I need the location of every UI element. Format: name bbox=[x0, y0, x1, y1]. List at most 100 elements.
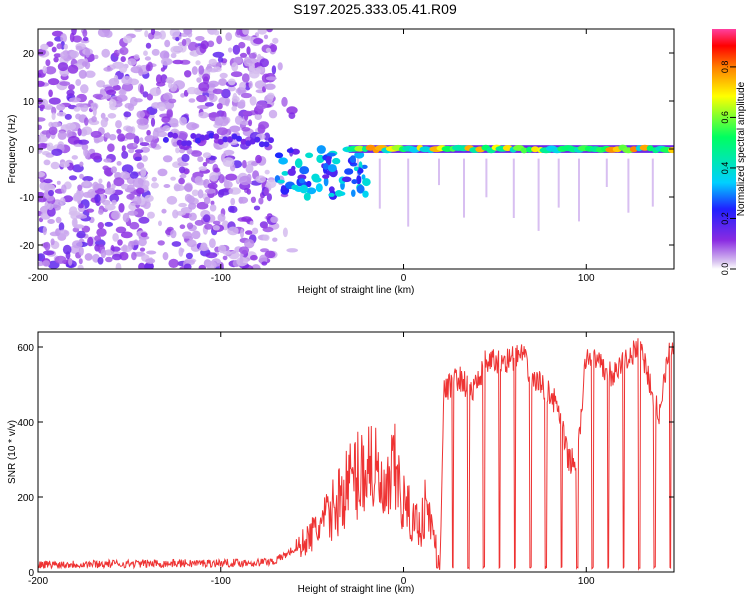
spectrogram-noise-blob bbox=[98, 209, 104, 215]
spectrogram-noise-blob bbox=[46, 142, 54, 150]
spectrogram-noise-blob bbox=[165, 77, 175, 84]
spectrogram-noise-blob bbox=[61, 184, 67, 194]
spectrogram-noise-blob bbox=[184, 70, 192, 78]
spectrogram-noise-blob bbox=[97, 222, 105, 229]
spectrogram-noise-blob bbox=[260, 248, 269, 253]
spectrogram-noise-blob bbox=[129, 171, 139, 179]
spectrogram-ridge-blob bbox=[185, 140, 192, 147]
spectrogram-cluster-blob bbox=[341, 176, 352, 183]
spectrogram-noise-blob bbox=[159, 50, 170, 60]
spectrogram-noise-blob bbox=[158, 220, 162, 227]
spectrogram-cluster-blob bbox=[351, 189, 356, 197]
spectrogram-noise-blob bbox=[207, 40, 215, 48]
spectrogram-ridge-blob bbox=[531, 146, 540, 153]
spectrogram-cluster-blob bbox=[332, 157, 341, 165]
spectrogram-noise-blob bbox=[101, 48, 110, 58]
spectrogram-noise-blob bbox=[208, 58, 217, 66]
spectrogram-streak bbox=[438, 158, 440, 186]
spectrogram-noise-blob bbox=[258, 121, 270, 130]
spectrogram-noise-blob bbox=[244, 36, 256, 41]
spectrogram-noise-blob bbox=[136, 117, 149, 126]
spectrogram-noise-blob bbox=[188, 212, 197, 221]
spectrogram-noise bbox=[38, 29, 654, 269]
spectrogram-cluster-blob bbox=[316, 145, 326, 154]
spectrogram-noise-blob bbox=[105, 256, 113, 263]
spectrogram-noise-blob bbox=[177, 162, 189, 167]
spectrogram-noise-blob bbox=[125, 126, 134, 133]
spectrogram-noise-blob bbox=[180, 93, 186, 98]
spectrogram-cluster-blob bbox=[277, 179, 285, 184]
spectrogram-noise-blob bbox=[161, 208, 167, 214]
spectrogram-noise-blob bbox=[115, 262, 122, 269]
spectrogram-noise-blob bbox=[140, 232, 148, 238]
spectrogram-noise-blob bbox=[112, 233, 119, 242]
spectrogram-cluster-blob bbox=[351, 179, 358, 185]
colorbar-gradient bbox=[712, 29, 736, 269]
spectrogram-noise-blob bbox=[117, 133, 126, 142]
spectrogram-noise-blob bbox=[191, 189, 199, 197]
spectrogram-noise-blob bbox=[286, 248, 299, 253]
spectrogram-noise-blob bbox=[231, 105, 237, 112]
spectrogram-noise-blob bbox=[151, 176, 157, 182]
spectrogram-noise-blob bbox=[108, 99, 117, 108]
spectrogram-cluster-blob bbox=[325, 155, 332, 166]
spectrogram-noise-blob bbox=[191, 150, 202, 157]
spectrogram-cluster-blob bbox=[298, 178, 305, 184]
spectrogram-noise-blob bbox=[119, 65, 128, 74]
spectrogram-noise-blob bbox=[182, 231, 193, 239]
spectrogram-noise-blob bbox=[194, 219, 204, 226]
spectrogram-noise-blob bbox=[124, 132, 136, 140]
spectrogram-noise-blob bbox=[119, 46, 129, 56]
spectrogram-noise-blob bbox=[181, 153, 190, 163]
spectrogram-cluster-blob bbox=[354, 151, 365, 159]
spectrogram-noise-blob bbox=[115, 120, 122, 129]
spectrogram-noise-blob bbox=[229, 125, 241, 133]
spectrogram-noise-blob bbox=[230, 197, 236, 206]
spectrogram-noise-blob bbox=[144, 194, 154, 202]
colorbar: 0.0 0.2 0.4 0.6 0.8 Normalized spectral ampl… bbox=[712, 29, 747, 275]
spectrogram-streak bbox=[605, 158, 608, 187]
spectrogram-noise-blob bbox=[196, 77, 202, 83]
spectrogram-noise-blob bbox=[224, 99, 230, 107]
spectrogram-noise-blob bbox=[144, 56, 151, 61]
spectrogram-noise-blob bbox=[121, 150, 129, 159]
spectrogram-noise-blob bbox=[96, 228, 107, 237]
spectrogram-noise-blob bbox=[88, 119, 100, 126]
spectrogram-noise-blob bbox=[38, 48, 46, 56]
x-tick-label: -100 bbox=[211, 273, 231, 284]
spectrogram-noise-blob bbox=[212, 225, 220, 231]
spectrogram-cluster-blob bbox=[303, 192, 311, 201]
spectrogram-noise-blob bbox=[240, 92, 252, 99]
spectrogram-noise-blob bbox=[213, 30, 220, 36]
spectrogram-noise-blob bbox=[68, 258, 73, 266]
spectrogram-noise-blob bbox=[104, 249, 114, 256]
spectrogram-noise-blob bbox=[66, 129, 73, 139]
spectrogram-noise-blob bbox=[178, 166, 186, 174]
spectrogram-noise-blob bbox=[217, 56, 224, 63]
spectrogram-noise-blob bbox=[246, 58, 258, 64]
spectrogram-noise-blob bbox=[242, 160, 247, 169]
spectrogram-noise-blob bbox=[118, 203, 125, 213]
spectrogram-noise-blob bbox=[191, 230, 201, 240]
spectrogram-noise-blob bbox=[63, 43, 68, 50]
spectrogram-noise-blob bbox=[50, 161, 60, 170]
spectrogram-noise-blob bbox=[98, 178, 103, 184]
spectrogram-noise-blob bbox=[111, 246, 121, 252]
spectrogram-noise-blob bbox=[59, 197, 66, 206]
spectrogram-ridge-blob bbox=[181, 140, 188, 147]
spectrogram-cluster-blob bbox=[299, 166, 310, 175]
x-tick-label: -200 bbox=[28, 273, 48, 284]
spectrogram-noise-blob bbox=[71, 217, 78, 228]
spectrogram-noise-blob bbox=[249, 96, 257, 106]
spectrogram-noise-blob bbox=[281, 96, 288, 107]
spectrogram-noise-blob bbox=[227, 78, 236, 86]
spectrogram-noise-blob bbox=[209, 204, 217, 212]
spectrogram-ridge bbox=[162, 131, 674, 201]
spectrogram-noise-blob bbox=[128, 148, 135, 154]
spectrogram-noise-blob bbox=[162, 252, 169, 261]
spectrogram-cluster-blob bbox=[306, 187, 317, 195]
spectrogram-noise-blob bbox=[120, 231, 133, 239]
spectrogram-noise-blob bbox=[71, 155, 79, 160]
spectrogram-ridge-blob bbox=[629, 146, 638, 153]
spectrogram-noise-blob bbox=[178, 247, 184, 257]
